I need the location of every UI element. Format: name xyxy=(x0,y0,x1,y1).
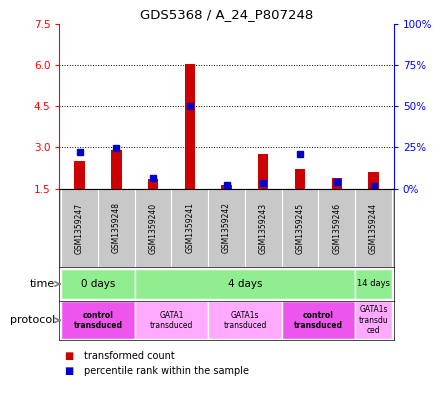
Text: control
transduced: control transduced xyxy=(294,310,343,330)
Text: GSM1359248: GSM1359248 xyxy=(112,202,121,253)
Text: transformed count: transformed count xyxy=(84,351,174,361)
Text: percentile rank within the sample: percentile rank within the sample xyxy=(84,366,249,376)
Text: GSM1359244: GSM1359244 xyxy=(369,202,378,253)
Text: ■: ■ xyxy=(64,351,73,361)
Bar xyxy=(135,269,355,299)
Text: GATA1s
transduced: GATA1s transduced xyxy=(223,310,267,330)
Text: GSM1359245: GSM1359245 xyxy=(296,202,304,253)
Bar xyxy=(74,161,85,189)
Text: 0 days: 0 days xyxy=(81,279,115,289)
Text: 4 days: 4 days xyxy=(228,279,262,289)
Text: 14 days: 14 days xyxy=(357,279,390,288)
Bar xyxy=(208,301,282,339)
Text: ■: ■ xyxy=(64,366,73,376)
Text: GATA1s
transdu
ced: GATA1s transdu ced xyxy=(359,305,389,335)
Text: protocol: protocol xyxy=(10,315,55,325)
Text: GSM1359247: GSM1359247 xyxy=(75,202,84,253)
Bar xyxy=(135,301,208,339)
Text: GATA1
transduced: GATA1 transduced xyxy=(150,310,193,330)
Text: GSM1359242: GSM1359242 xyxy=(222,202,231,253)
Bar xyxy=(368,172,379,189)
Text: GSM1359241: GSM1359241 xyxy=(185,202,194,253)
Text: GSM1359246: GSM1359246 xyxy=(332,202,341,253)
Text: GSM1359240: GSM1359240 xyxy=(149,202,158,253)
Bar xyxy=(221,184,232,189)
Bar xyxy=(111,150,121,189)
Bar xyxy=(332,178,342,189)
Bar xyxy=(258,154,268,189)
Text: control
transduced: control transduced xyxy=(73,310,122,330)
Title: GDS5368 / A_24_P807248: GDS5368 / A_24_P807248 xyxy=(140,8,313,21)
Bar xyxy=(148,179,158,189)
Bar xyxy=(282,301,355,339)
Bar xyxy=(355,269,392,299)
Bar xyxy=(185,64,195,189)
Bar xyxy=(295,169,305,189)
Bar xyxy=(61,301,135,339)
Text: time: time xyxy=(30,279,55,289)
Bar xyxy=(61,269,135,299)
Text: GSM1359243: GSM1359243 xyxy=(259,202,268,253)
Bar xyxy=(355,301,392,339)
